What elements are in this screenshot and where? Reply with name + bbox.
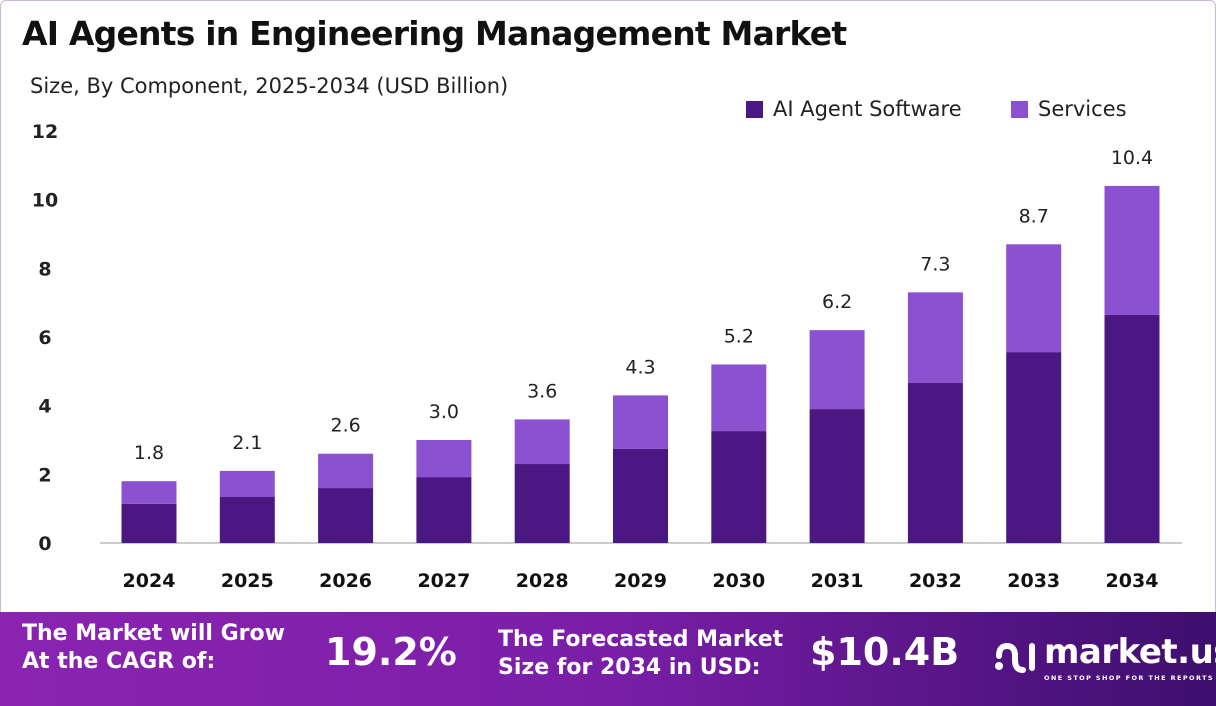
y-tick-label: 10 <box>32 190 58 212</box>
bar-services-2029 <box>613 395 668 449</box>
total-label-2033: 8.7 <box>1019 205 1049 227</box>
legend-item-software: AI Agent Software <box>746 97 962 121</box>
bar-software-2028 <box>514 464 570 543</box>
total-label-2024: 1.8 <box>134 442 164 464</box>
bar-software-2027 <box>416 477 472 543</box>
bar-software-2033 <box>1006 352 1062 543</box>
y-tick-label: 0 <box>38 533 51 555</box>
x-tick-label: 2024 <box>123 570 176 592</box>
bar-services-2025 <box>219 470 275 497</box>
bar-software-2026 <box>318 488 374 543</box>
bar-software-2025 <box>219 496 275 543</box>
bar-software-2031 <box>809 409 865 543</box>
y-tick-label: 8 <box>38 258 51 280</box>
bar-software-2029 <box>613 448 668 543</box>
total-label-2026: 2.6 <box>330 415 360 437</box>
total-label-2028: 3.6 <box>527 380 557 402</box>
x-tick-label: 2032 <box>909 570 962 592</box>
bar-services-2030 <box>711 364 767 432</box>
x-tick-label: 2034 <box>1106 570 1159 592</box>
chart-subtitle: Size, By Component, 2025-2034 (USD Billi… <box>30 74 509 98</box>
x-tick-label: 2030 <box>712 570 765 592</box>
bar-services-2024 <box>121 481 177 504</box>
cagr-value: 19.2% <box>325 630 457 674</box>
x-tick-label: 2033 <box>1007 570 1060 592</box>
bar-services-2026 <box>318 453 374 489</box>
bar-services-2028 <box>514 419 570 465</box>
x-tick-label: 2029 <box>614 570 667 592</box>
forecast-label: The Forecasted Market Size for 2034 in U… <box>498 626 783 682</box>
bar-chart: 0 2 4 6 8 10 12 1.8 2024 2.1 2025 2.6 2026 3.0 2027 3.6… <box>32 121 1182 592</box>
cagr-label-line2: At the CAGR of: <box>22 649 216 674</box>
bar-services-2027 <box>416 440 472 478</box>
bar-software-2030 <box>711 431 767 543</box>
total-label-2031: 6.2 <box>822 291 852 313</box>
logo-tagline: ONE STOP SHOP FOR THE REPORTS <box>1044 674 1214 682</box>
total-label-2025: 2.1 <box>232 432 262 454</box>
chart-title: AI Agents in Engineering Management Mark… <box>22 14 847 53</box>
total-label-2030: 5.2 <box>724 325 754 347</box>
y-tick-label: 12 <box>32 121 58 143</box>
bar-services-2034 <box>1104 185 1160 316</box>
legend-label-software: AI Agent Software <box>773 97 962 121</box>
cagr-label: The Market will Grow At the CAGR of: <box>22 620 285 676</box>
forecast-label-line2: Size for 2034 in USD: <box>498 655 761 680</box>
x-tick-label: 2028 <box>516 570 569 592</box>
total-label-2027: 3.0 <box>429 401 459 423</box>
legend-label-services: Services <box>1038 97 1127 121</box>
total-label-2032: 7.3 <box>920 253 950 275</box>
x-tick-label: 2026 <box>319 570 372 592</box>
bar-software-2034 <box>1104 315 1160 543</box>
total-label-2029: 4.3 <box>625 356 655 378</box>
logo-name: market.us <box>1044 632 1216 672</box>
bar-software-2032 <box>907 383 963 543</box>
bar-services-2031 <box>809 330 865 410</box>
y-tick-label: 2 <box>38 464 51 486</box>
y-tick-label: 4 <box>38 396 51 418</box>
forecast-label-line1: The Forecasted Market <box>498 627 784 652</box>
x-tick-label: 2027 <box>417 570 470 592</box>
forecast-value: $10.4B <box>810 630 960 674</box>
logo-mark-icon <box>995 642 1035 673</box>
legend-item-services: Services <box>1011 97 1127 121</box>
cagr-label-line1: The Market will Grow <box>22 621 285 646</box>
bar-services-2033 <box>1006 244 1062 353</box>
bar-services-2032 <box>907 292 963 384</box>
y-tick-label: 6 <box>38 327 51 349</box>
total-label-2034: 10.4 <box>1111 147 1153 169</box>
legend-swatch-services <box>1011 100 1028 118</box>
bar-software-2024 <box>121 503 177 543</box>
x-tick-label: 2031 <box>811 570 864 592</box>
legend-swatch-software <box>746 100 763 118</box>
x-tick-label: 2025 <box>221 570 274 592</box>
